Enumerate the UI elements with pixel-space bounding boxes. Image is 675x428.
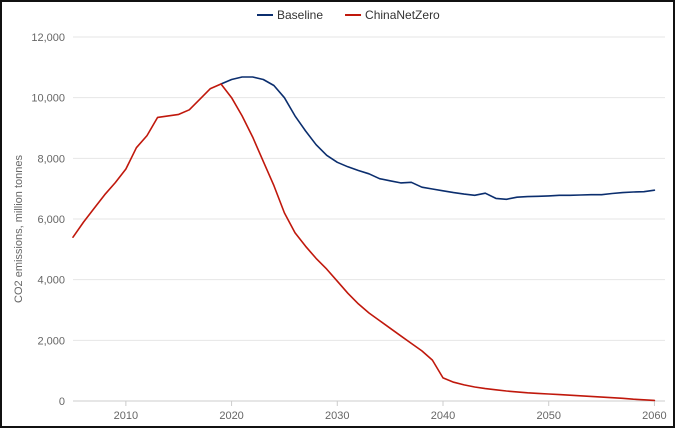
legend-item-baseline[interactable]: Baseline: [257, 8, 323, 22]
y-tick-label: 4,000: [37, 275, 65, 287]
legend-label: ChinaNetZero: [365, 8, 440, 22]
x-tick-label: 2020: [219, 410, 243, 422]
gridlines: [73, 36, 665, 341]
series-line-baseline: [220, 76, 656, 201]
y-tick-label: 8,000: [37, 153, 65, 165]
legend-label: Baseline: [277, 8, 323, 22]
x-tick-label: 2050: [536, 410, 560, 422]
y-tick-label: 2,000: [37, 335, 65, 347]
x-tick-label: 2040: [431, 410, 455, 422]
x-axis-ticks: 2010 2020 2030 2040 2050 2060: [114, 401, 667, 422]
x-tick-label: 2010: [114, 410, 138, 422]
legend[interactable]: Baseline ChinaNetZero: [257, 8, 440, 22]
y-tick-label: 10,000: [31, 93, 65, 105]
x-tick-label: 2030: [325, 410, 349, 422]
y-axis-ticks: 0 2,000 4,000 6,000 8,000 10,000 12,000: [31, 32, 65, 408]
y-tick-label: 6,000: [37, 214, 65, 226]
x-tick-label: 2060: [642, 410, 666, 422]
series-line-chinanetzero: [72, 83, 656, 402]
legend-item-chinanetzero[interactable]: ChinaNetZero: [345, 8, 440, 22]
series-lines: [72, 76, 656, 402]
y-tick-label: 0: [59, 396, 65, 408]
y-axis-label: CO2 emissions, million tonnes: [13, 155, 25, 303]
y-tick-label: 12,000: [31, 32, 65, 44]
